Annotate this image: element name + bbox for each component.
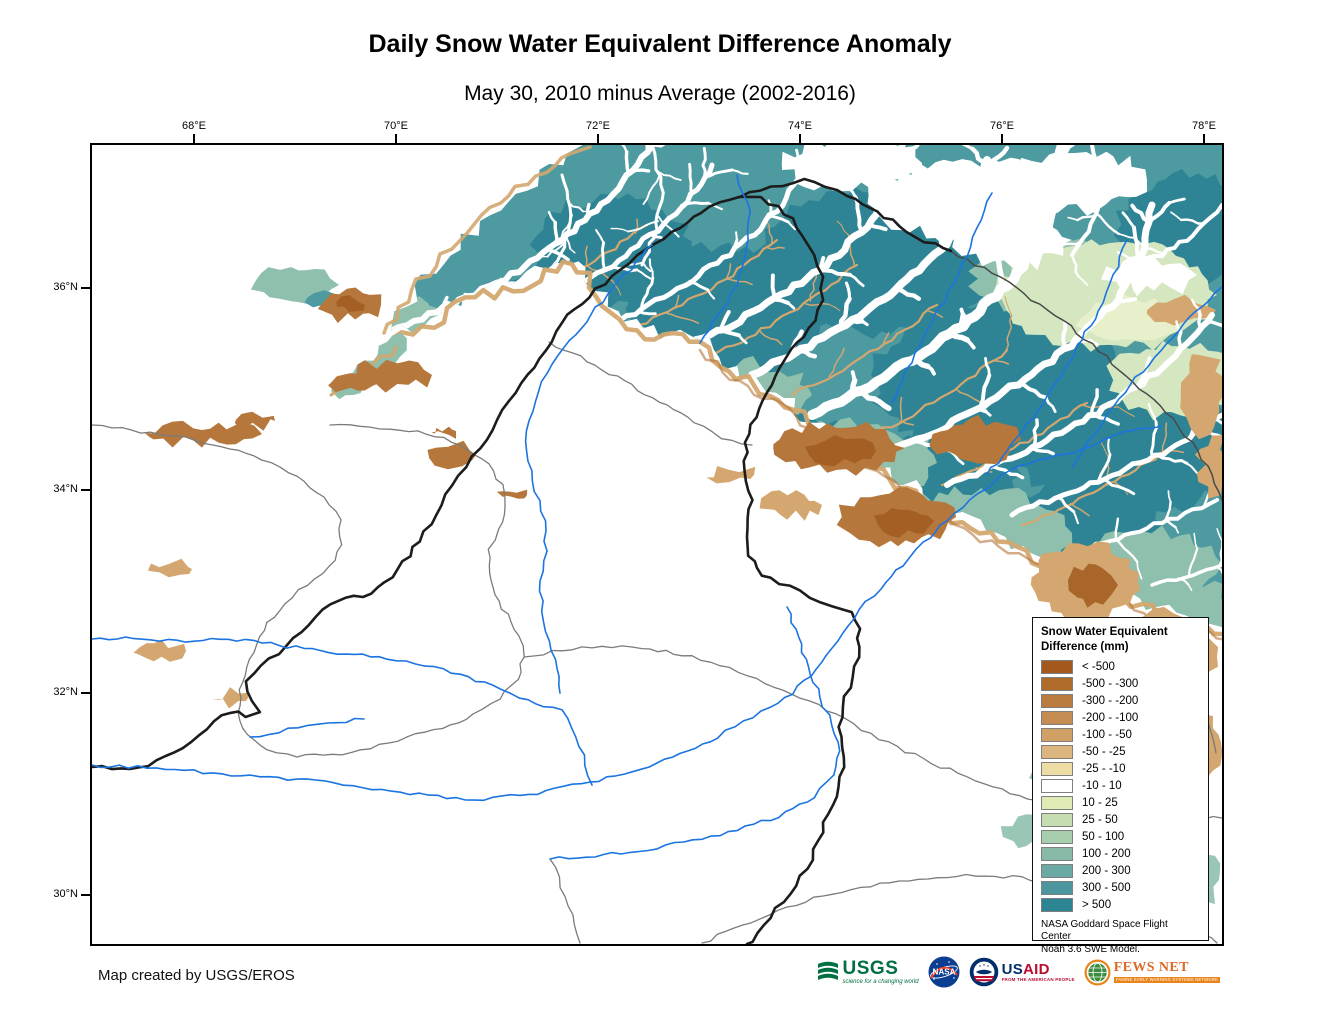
legend-swatch — [1041, 677, 1073, 692]
lon-label: 78°E — [1192, 120, 1216, 132]
legend-swatch — [1041, 694, 1073, 709]
legend-title-line1: Snow Water Equivalent — [1041, 626, 1168, 638]
legend-swatch — [1041, 711, 1073, 726]
legend-row: -300 - -200 — [1041, 693, 1200, 710]
logos-bar: USGS science for a changing world NASA — [816, 956, 1220, 988]
nasa-logo: NASA — [928, 956, 960, 988]
fewsnet-logo: FEWS NET FAMINE EARLY WARNING SYSTEMS NE… — [1084, 959, 1220, 986]
usaid-aid: AID — [1023, 960, 1050, 978]
lat-tick — [81, 692, 90, 694]
legend-swatch — [1041, 864, 1073, 879]
legend-items: < -500 -500 - -300 -300 - -200 -200 - -100 -… — [1041, 659, 1200, 914]
lon-label: 70°E — [384, 120, 408, 132]
legend-row: -10 - 10 — [1041, 778, 1200, 795]
legend: Snow Water Equivalent Difference (mm) < … — [1032, 617, 1209, 955]
lat-label: 36°N — [53, 281, 78, 293]
rivers-layer — [92, 174, 1222, 860]
lon-tick — [799, 134, 801, 143]
legend-label: 10 - 25 — [1082, 797, 1118, 810]
legend-row: -25 - -10 — [1041, 761, 1200, 778]
map-title: Daily Snow Water Equivalent Difference A… — [368, 30, 952, 58]
legend-label: < -500 — [1082, 661, 1115, 674]
usaid-seal-icon — [969, 957, 998, 987]
legend-swatch — [1041, 847, 1073, 862]
legend-swatch — [1041, 762, 1073, 777]
legend-label: -200 - -100 — [1082, 712, 1139, 725]
lat-label: 30°N — [53, 888, 78, 900]
map-subtitle: May 30, 2010 minus Average (2002-2016) — [464, 82, 856, 105]
legend-row: 25 - 50 — [1041, 812, 1200, 829]
usgs-tagline: science for a changing world — [842, 979, 919, 985]
legend-label: 50 - 100 — [1082, 831, 1125, 844]
legend-title: Snow Water Equivalent Difference (mm) — [1041, 625, 1200, 655]
lat-label: 34°N — [53, 483, 78, 495]
legend-label: -50 - -25 — [1082, 746, 1126, 759]
legend-label: -300 - -200 — [1082, 695, 1139, 708]
legend-swatch — [1041, 881, 1073, 896]
legend-label: -25 - -10 — [1082, 763, 1126, 776]
lon-label: 76°E — [990, 120, 1014, 132]
legend-label: -100 - -50 — [1082, 729, 1132, 742]
lon-label: 72°E — [586, 120, 610, 132]
legend-note: NASA Goddard Space Flight Center Noah 3.… — [1041, 919, 1200, 957]
country-borders — [92, 177, 953, 944]
legend-note-line2: Noah 3.6 SWE Model. — [1041, 943, 1140, 955]
lon-tick — [597, 134, 599, 143]
usaid-tagline: FROM THE AMERICAN PEOPLE — [1001, 977, 1075, 982]
legend-row: 100 - 200 — [1041, 846, 1200, 863]
fewsnet-wordmark: FEWS NET — [1113, 960, 1189, 976]
usgs-logo: USGS science for a changing world — [816, 959, 919, 985]
legend-label: -10 - 10 — [1082, 780, 1122, 793]
legend-row: 10 - 25 — [1041, 795, 1200, 812]
legend-swatch — [1041, 745, 1073, 760]
legend-row: 200 - 300 — [1041, 863, 1200, 880]
lon-tick — [193, 134, 195, 143]
lon-tick — [1203, 134, 1205, 143]
legend-row: -500 - -300 — [1041, 676, 1200, 693]
lat-tick — [81, 489, 90, 491]
usaid-us: US — [1001, 960, 1023, 978]
legend-label: > 500 — [1082, 899, 1112, 912]
legend-row: < -500 — [1041, 659, 1200, 676]
fewsnet-globe-icon — [1084, 959, 1111, 985]
lon-label: 74°E — [788, 120, 812, 132]
lat-tick — [81, 894, 90, 896]
legend-row: 300 - 500 — [1041, 880, 1200, 897]
legend-swatch — [1041, 813, 1073, 828]
legend-row: -100 - -50 — [1041, 727, 1200, 744]
legend-row: 50 - 100 — [1041, 829, 1200, 846]
legend-label: -500 - -300 — [1082, 678, 1139, 691]
lon-label: 68°E — [182, 120, 206, 132]
legend-row: -200 - -100 — [1041, 710, 1200, 727]
fewsnet-tagline: FAMINE EARLY WARNING SYSTEMS NETWORK — [1113, 976, 1220, 983]
credit-text: Map created by USGS/EROS — [98, 967, 295, 984]
usaid-wordmark: USAID — [1002, 962, 1075, 977]
legend-swatch — [1041, 796, 1073, 811]
svg-text:NASA: NASA — [932, 968, 955, 977]
legend-note-line1: NASA Goddard Space Flight Center — [1041, 918, 1168, 943]
legend-swatch — [1041, 830, 1073, 845]
legend-row: -50 - -25 — [1041, 744, 1200, 761]
legend-swatch — [1041, 779, 1073, 794]
legend-label: 25 - 50 — [1082, 814, 1118, 827]
lat-label: 32°N — [53, 686, 78, 698]
lon-tick — [395, 134, 397, 143]
legend-label: 200 - 300 — [1082, 865, 1131, 878]
legend-title-line2: Difference (mm) — [1041, 640, 1129, 653]
legend-swatch — [1041, 728, 1073, 743]
legend-swatch — [1041, 660, 1073, 675]
legend-swatch — [1041, 898, 1073, 913]
legend-label: 100 - 200 — [1082, 848, 1131, 861]
usgs-flag-icon — [817, 961, 838, 980]
legend-row: > 500 — [1041, 897, 1200, 914]
lat-tick — [81, 287, 90, 289]
usaid-logo: USAID FROM THE AMERICAN PEOPLE — [969, 957, 1075, 987]
lon-tick — [1001, 134, 1003, 143]
nasa-meatball-icon: NASA — [928, 956, 960, 988]
legend-label: 300 - 500 — [1082, 882, 1131, 895]
usgs-wordmark: USGS — [842, 958, 899, 979]
